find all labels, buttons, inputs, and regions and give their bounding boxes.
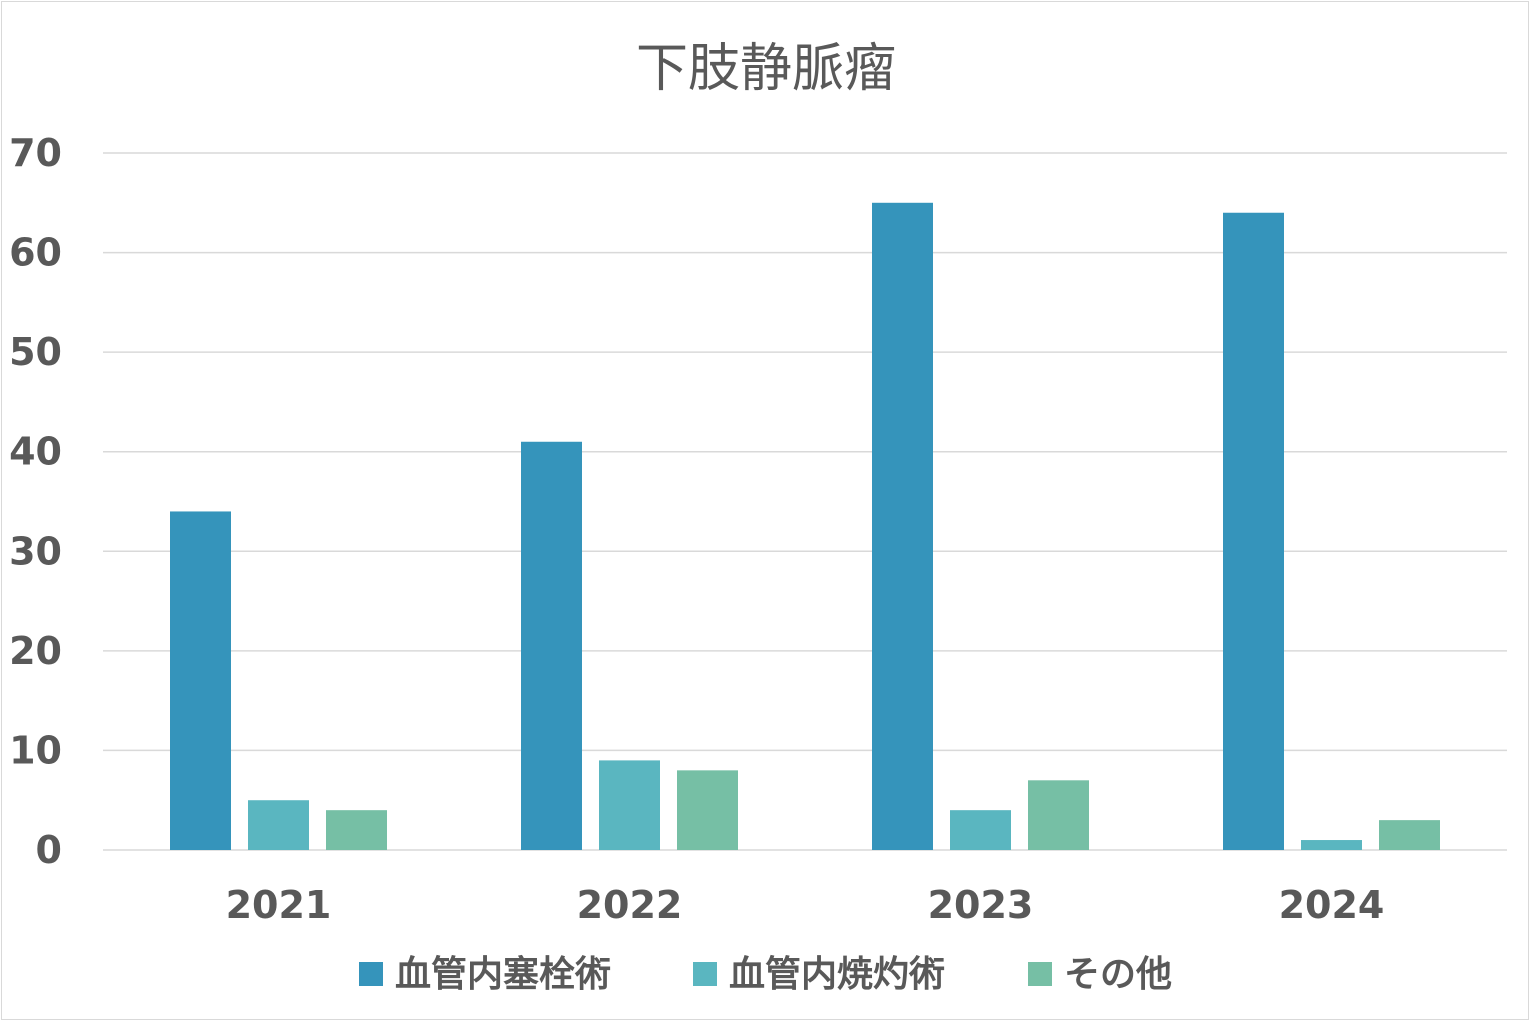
y-tick-label: 20 [9,629,62,673]
legend-swatch [359,962,383,986]
legend-swatch [1028,962,1052,986]
bar-2021-series-2 [326,810,387,850]
chart-title: 下肢静脈瘤 [636,39,896,99]
grid-lines [103,152,1507,851]
y-tick-label: 30 [9,529,62,573]
bar-2024-series-1 [1301,840,1362,850]
bar-2022-series-2 [677,770,738,850]
y-tick-label: 10 [9,728,62,772]
bar-2023-series-2 [1028,780,1089,850]
y-tick-label: 0 [36,828,62,872]
bars [170,202,1440,851]
bar-2023-series-1 [950,810,1011,850]
x-tick-label: 2021 [226,883,332,927]
y-tick-label: 70 [9,131,62,175]
bar-2021-series-0 [170,511,231,850]
x-tick-label: 2024 [1279,883,1385,927]
y-tick-label: 40 [9,430,62,474]
bar-2021-series-1 [248,800,309,850]
x-tick-label: 2022 [577,883,683,927]
bar-2024-series-0 [1223,212,1284,850]
bar-2022-series-1 [599,760,660,850]
y-tick-label: 60 [9,231,62,275]
bar-2024-series-2 [1379,820,1440,850]
y-tick-label: 50 [9,330,62,374]
legend-label: その他 [1064,954,1172,995]
bar-2022-series-0 [521,441,582,850]
bar-2023-series-0 [872,202,933,851]
legend-label: 血管内焼灼術 [729,954,945,995]
legend-swatch [693,962,717,986]
x-tick-label: 2023 [928,883,1034,927]
x-axis-ticks: 2021 2022 2023 2024 [226,883,1385,927]
legend: 血管内塞栓術 血管内焼灼術 その他 [359,954,1172,995]
y-axis-ticks: 0 10 20 30 40 50 60 70 [9,131,62,872]
legend-label: 血管内塞栓術 [395,954,611,995]
